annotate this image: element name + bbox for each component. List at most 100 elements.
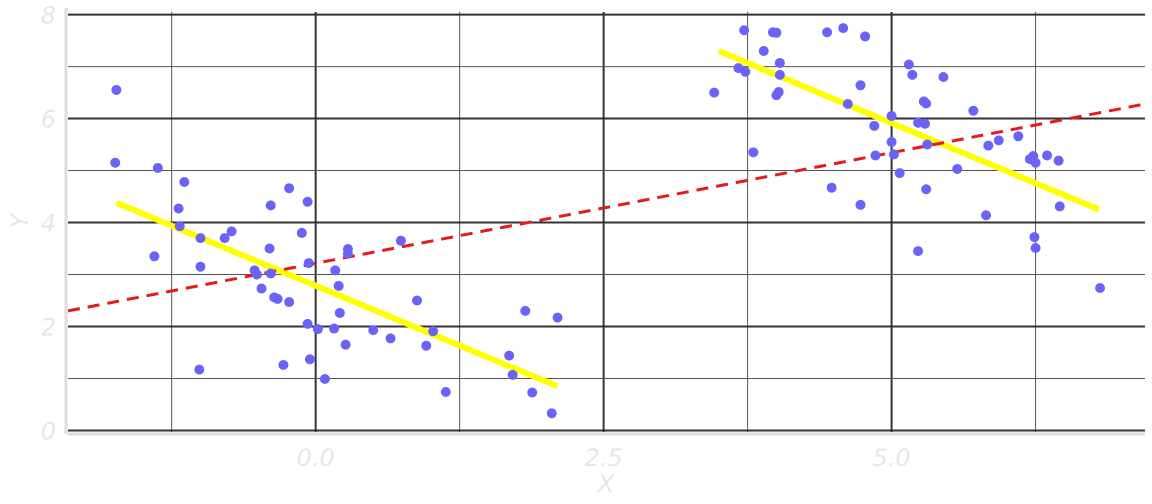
data-point [110, 157, 121, 168]
data-point [342, 248, 353, 259]
data-point [152, 162, 163, 173]
data-point [504, 350, 515, 361]
y-axis-title: Y [6, 211, 34, 228]
data-point [919, 118, 930, 129]
grid [68, 12, 1145, 432]
x-tick-label: 5.0 [873, 444, 911, 472]
data-point [527, 387, 538, 398]
data-point [952, 163, 963, 174]
data-point [740, 66, 751, 77]
data-point [709, 87, 720, 98]
data-point [284, 183, 295, 194]
cluster-fit-line [115, 199, 559, 390]
data-point [983, 140, 994, 151]
data-point [922, 139, 933, 150]
data-point [194, 364, 205, 375]
data-point [340, 339, 351, 350]
data-point [149, 251, 160, 262]
y-tick-label: 6 [41, 106, 56, 134]
data-point [1029, 232, 1040, 243]
data-point [312, 324, 323, 335]
data-point [921, 184, 932, 195]
data-point [284, 297, 295, 308]
data-point [440, 386, 451, 397]
data-point [903, 59, 914, 70]
data-point [179, 176, 190, 187]
data-point [265, 200, 276, 211]
y-tick-label: 0 [41, 417, 56, 445]
data-point [870, 150, 881, 161]
y-tick-label: 2 [41, 313, 56, 341]
data-point [826, 182, 837, 193]
data-point [412, 295, 423, 306]
data-points [110, 23, 1106, 419]
data-point [1030, 157, 1041, 168]
data-point [421, 340, 432, 351]
data-point [368, 325, 379, 336]
data-point [894, 168, 905, 179]
data-point [552, 312, 563, 323]
data-point [272, 293, 283, 304]
data-point [302, 318, 313, 329]
data-point [855, 80, 866, 91]
data-point [303, 258, 314, 269]
data-point [333, 280, 344, 291]
tick-labels: 0.0 2.5 5.0 0 2 4 6 8 [41, 2, 911, 472]
data-point [1053, 155, 1064, 166]
data-point [385, 333, 396, 344]
data-point [428, 326, 439, 337]
overall-fit-line [67, 102, 1146, 313]
data-point [774, 57, 785, 68]
data-point [174, 221, 185, 232]
data-point [195, 261, 206, 272]
data-point [304, 354, 315, 365]
data-point [907, 69, 918, 80]
data-point [334, 307, 345, 318]
data-point [265, 268, 276, 279]
data-point [507, 369, 518, 380]
data-point [395, 235, 406, 246]
data-point [838, 23, 849, 34]
data-point [256, 283, 267, 294]
data-point [993, 135, 1004, 146]
data-point [520, 305, 531, 316]
data-point [758, 45, 769, 56]
data-point [860, 31, 871, 42]
data-point [774, 69, 785, 80]
data-point [822, 27, 833, 38]
data-point [546, 408, 557, 419]
y-tick-label: 8 [41, 2, 56, 30]
data-point [1095, 283, 1106, 294]
data-point [296, 227, 307, 238]
data-point [869, 120, 880, 131]
data-point [219, 233, 230, 244]
data-point [913, 246, 924, 257]
data-point [981, 210, 992, 221]
data-point [888, 149, 899, 160]
data-point [226, 226, 237, 237]
data-point [330, 265, 341, 276]
y-tick-label: 4 [41, 210, 56, 238]
data-point [748, 147, 759, 158]
data-point [842, 99, 853, 110]
x-tick-label: 2.5 [585, 444, 623, 472]
data-point [855, 199, 866, 210]
data-point [302, 196, 313, 207]
data-point [968, 105, 979, 116]
data-point [771, 27, 782, 38]
axes [64, 8, 1145, 436]
data-point [264, 243, 275, 254]
data-point [173, 203, 184, 214]
data-point [329, 323, 340, 334]
x-tick-label: 0.0 [297, 444, 335, 472]
data-point [773, 87, 784, 98]
data-point [739, 25, 750, 36]
data-point [886, 136, 897, 147]
data-point [921, 98, 932, 109]
data-point [1013, 131, 1024, 142]
x-axis-title: X [596, 470, 615, 498]
data-point [111, 84, 122, 95]
data-point [278, 359, 289, 370]
data-point [319, 373, 330, 384]
